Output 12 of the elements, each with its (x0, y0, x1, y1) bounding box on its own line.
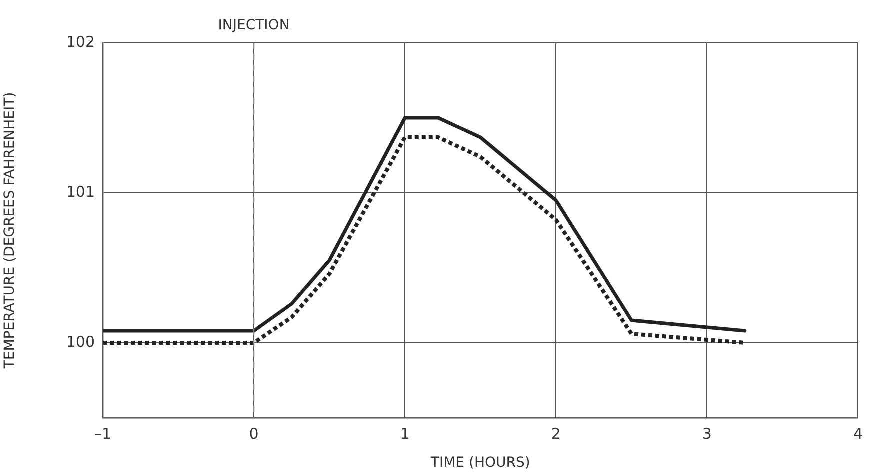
y-axis-title: TEMPERATURE (DEGREES FAHRENHEIT) (2, 92, 18, 370)
ref-line-label: INJECTION (218, 18, 290, 34)
x-tick-label: 0 (249, 424, 259, 443)
y-tick-label: 102 (66, 32, 95, 51)
x-tick-label: 1 (400, 424, 410, 443)
y-tick-label: 101 (66, 182, 95, 201)
x-tick-label: 4 (853, 424, 863, 443)
x-tick-label: –1 (94, 424, 112, 443)
y-tick-label: 100 (66, 332, 95, 351)
x-tick-label: 3 (702, 424, 712, 443)
x-axis-title: TIME (HOURS) (430, 455, 530, 472)
x-tick-label: 2 (551, 424, 561, 443)
